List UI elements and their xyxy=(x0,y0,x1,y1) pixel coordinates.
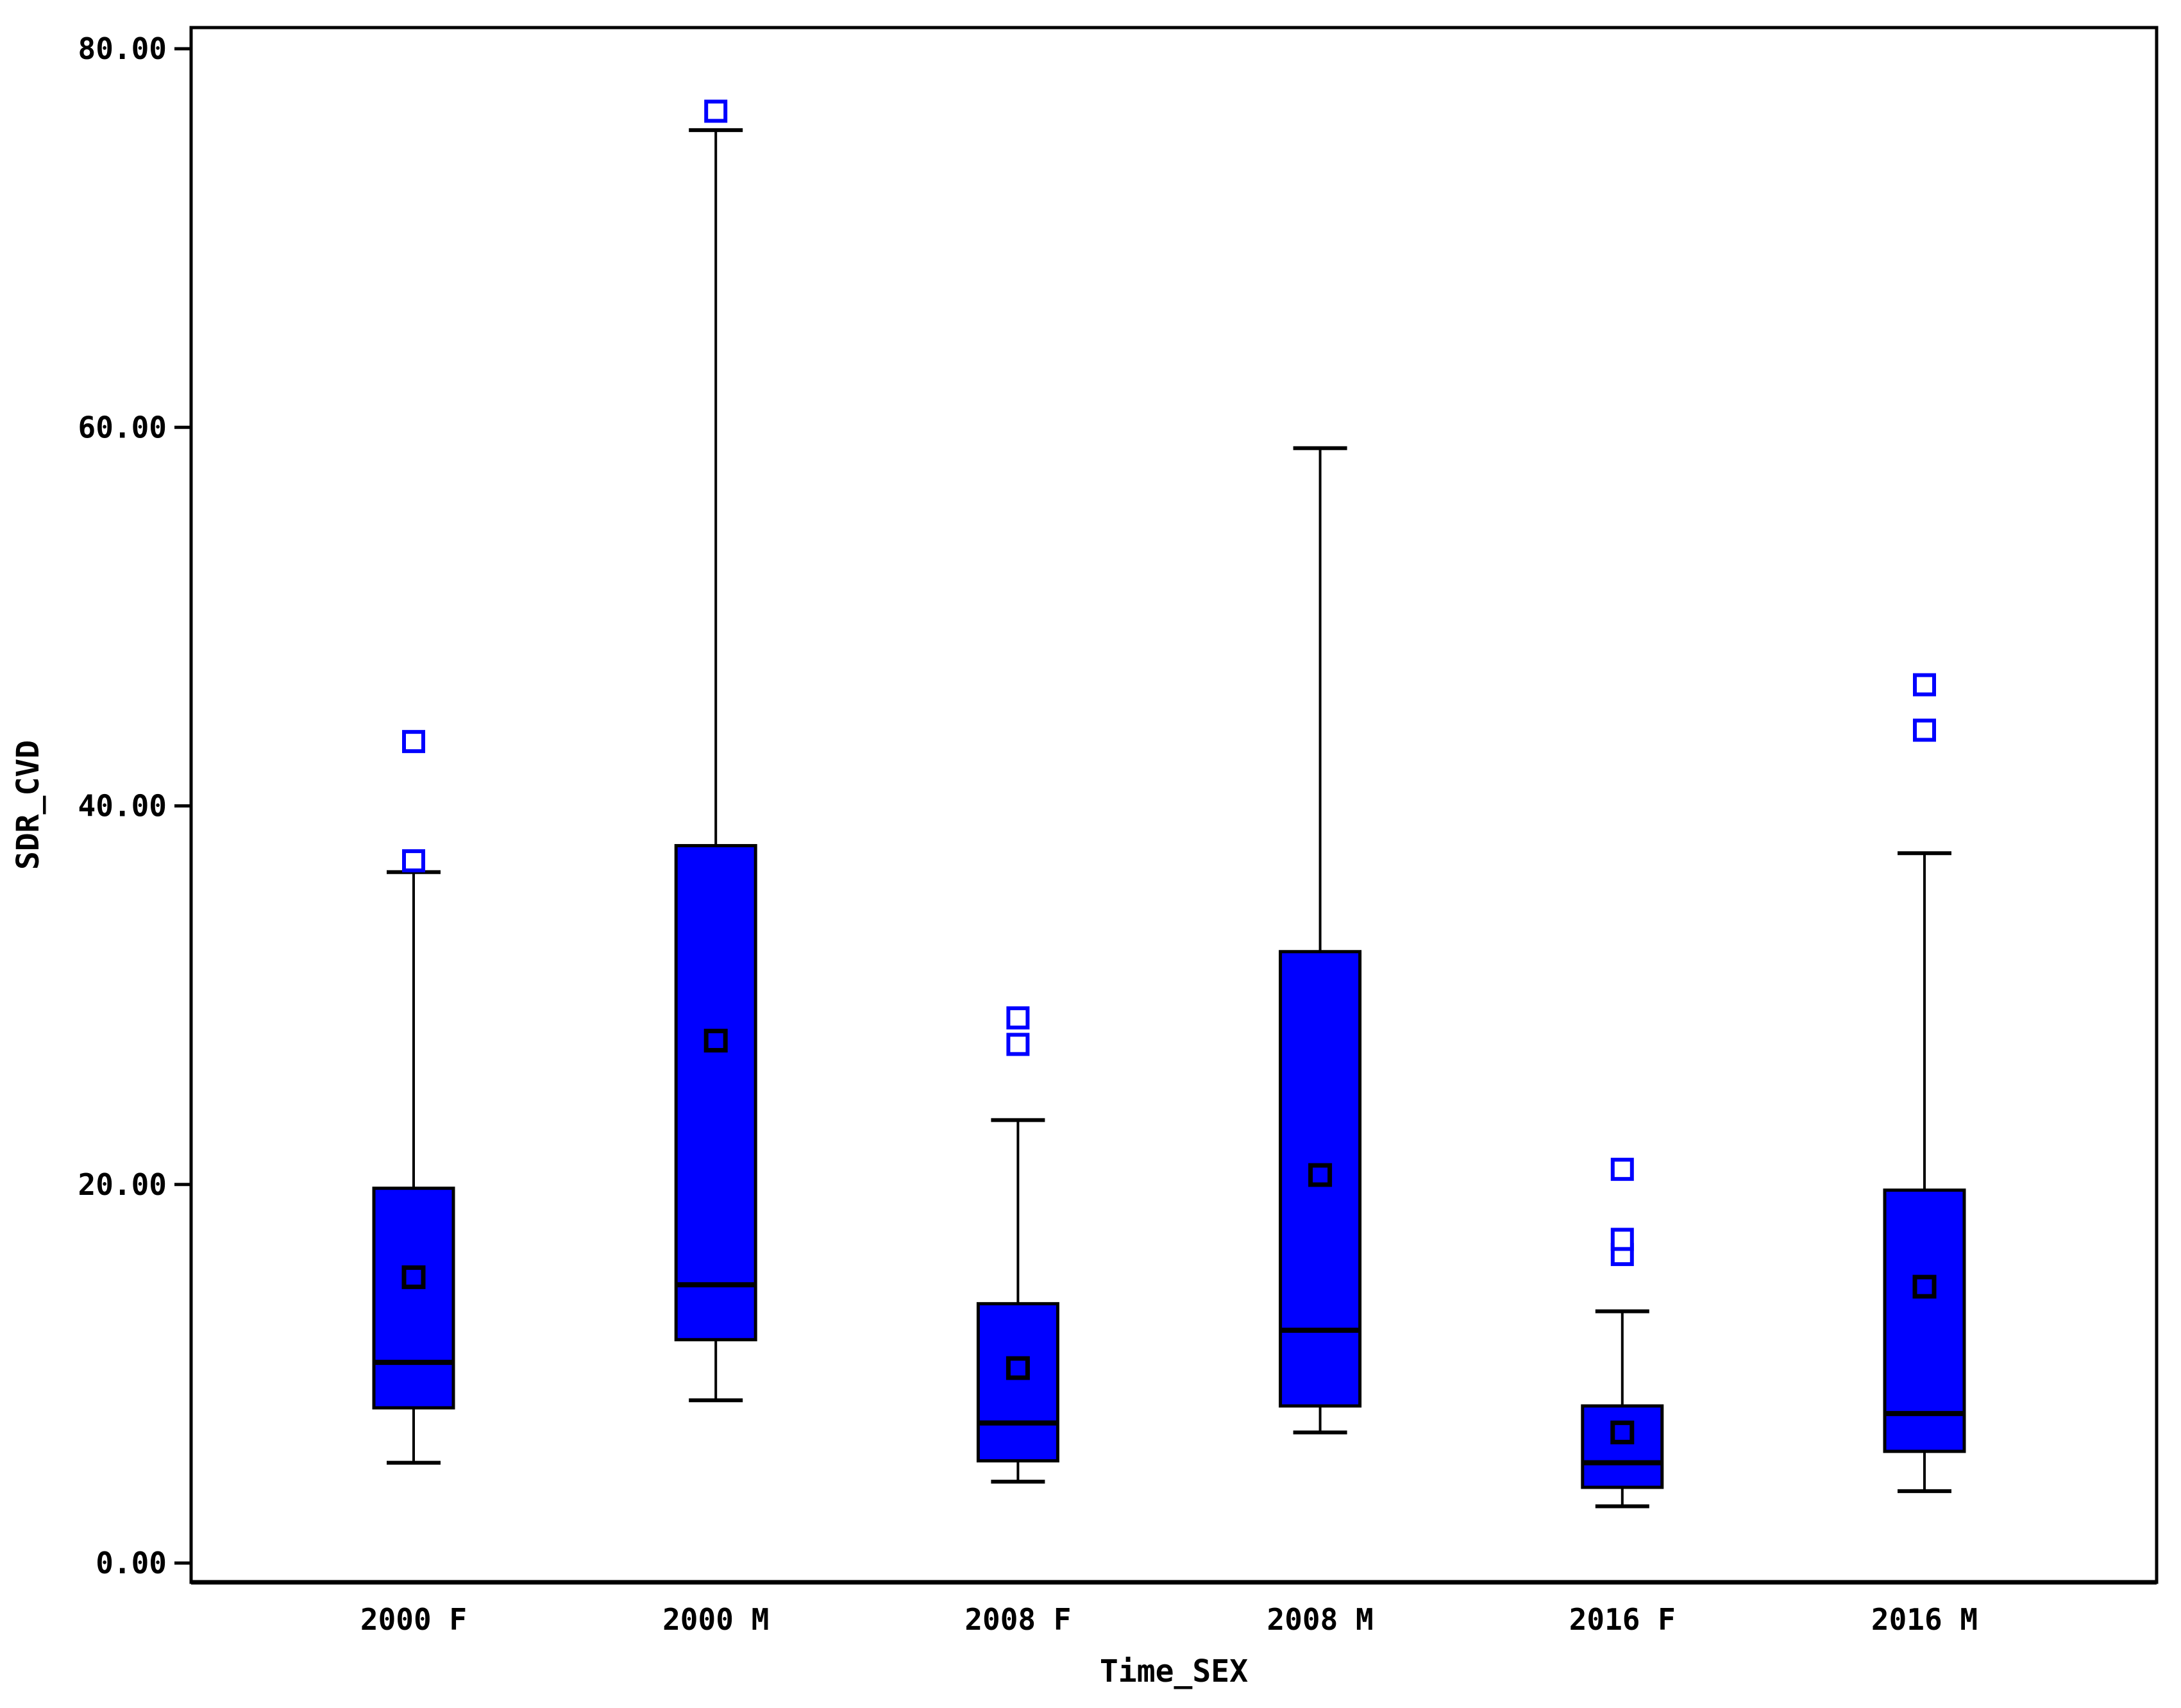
outlier-point-4-1 xyxy=(1610,1228,1634,1251)
y-tick-label-3: 60.00 xyxy=(78,410,167,444)
outlier-point-2-0 xyxy=(1006,1033,1030,1056)
x-category-label-0: 2000 F xyxy=(360,1602,467,1637)
iqr-box-3 xyxy=(1279,950,1362,1408)
y-axis-title: SDR_CVD xyxy=(10,740,46,870)
mean-marker-4 xyxy=(1610,1420,1635,1444)
outlier-point-5-1 xyxy=(1913,673,1936,697)
outlier-point-0-1 xyxy=(402,730,425,754)
x-category-label-1: 2000 M xyxy=(662,1602,769,1637)
x-category-label-2: 2008 F xyxy=(964,1602,1071,1637)
iqr-box-4 xyxy=(1581,1404,1664,1489)
x-axis-title: Time_SEX xyxy=(1100,1653,1248,1689)
y-tick-label-2: 40.00 xyxy=(78,789,167,824)
x-category-label-4: 2016 F xyxy=(1569,1602,1676,1637)
iqr-box-5 xyxy=(1883,1188,1966,1453)
x-category-label-3: 2008 M xyxy=(1267,1602,1374,1637)
mean-marker-2 xyxy=(1006,1356,1030,1380)
y-tick-label-4: 80.00 xyxy=(78,31,167,66)
mean-marker-0 xyxy=(401,1265,426,1289)
iqr-box-0 xyxy=(372,1187,455,1410)
outlier-point-1-0 xyxy=(704,99,728,123)
y-tick-label-1: 20.00 xyxy=(78,1167,167,1202)
mean-marker-3 xyxy=(1308,1163,1333,1187)
outlier-point-0-0 xyxy=(402,849,425,873)
x-category-label-5: 2016 M xyxy=(1871,1602,1978,1637)
outlier-point-2-1 xyxy=(1006,1006,1030,1030)
iqr-box-2 xyxy=(976,1302,1059,1463)
outlier-point-5-0 xyxy=(1913,718,1936,742)
mean-marker-5 xyxy=(1912,1274,1937,1299)
y-tick-label-0: 0.00 xyxy=(96,1546,167,1580)
outlier-point-4-2 xyxy=(1610,1158,1634,1181)
iqr-box-1 xyxy=(674,843,757,1342)
mean-marker-1 xyxy=(703,1028,728,1053)
